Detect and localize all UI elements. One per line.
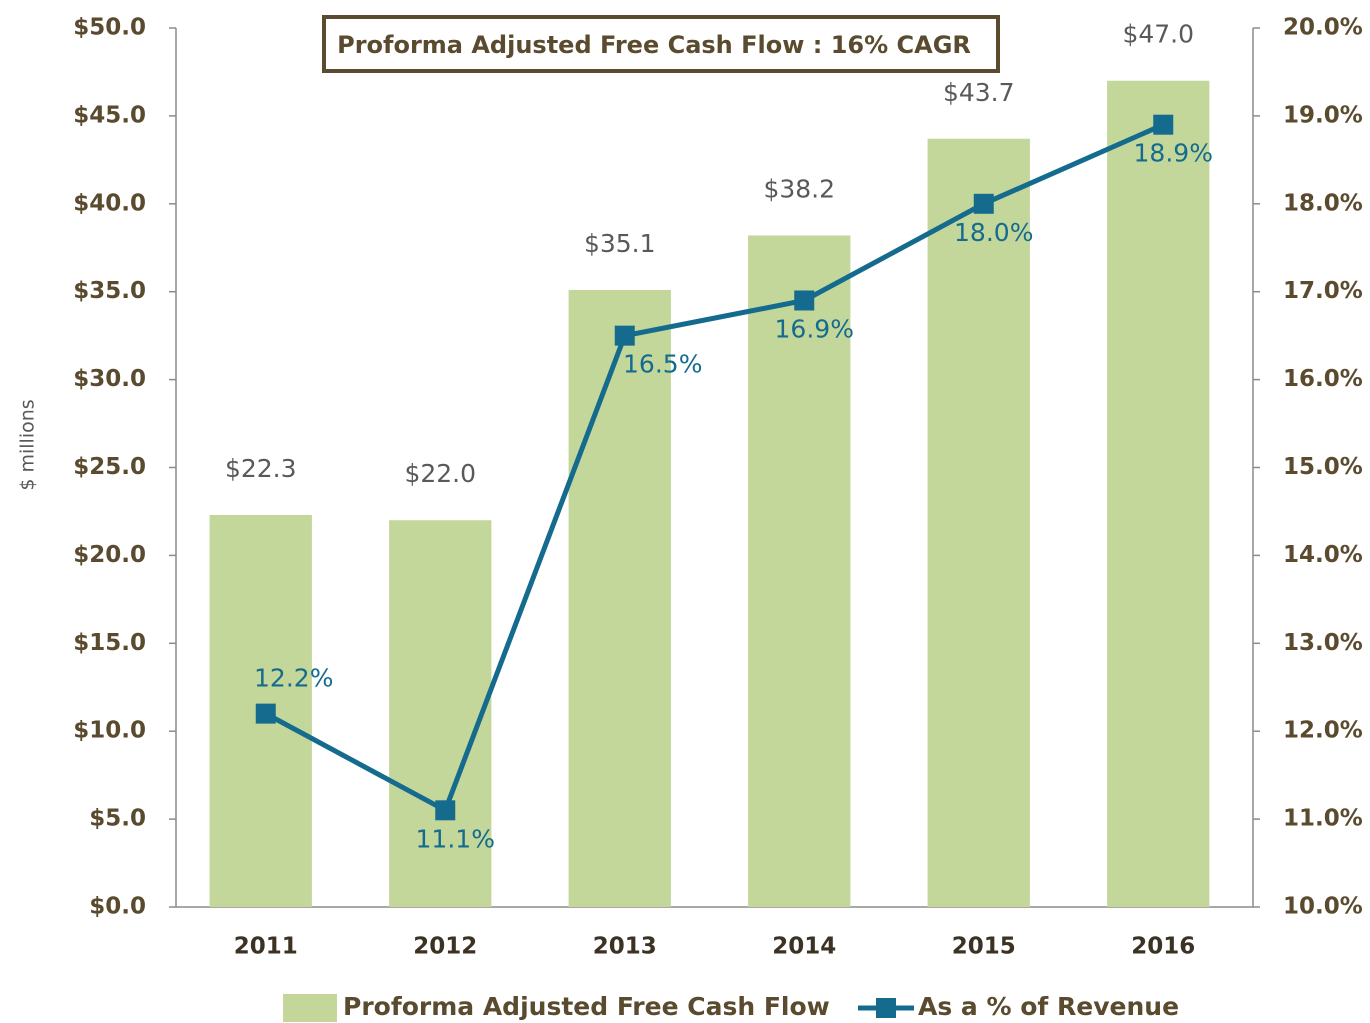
y2-tick-label: 12.0% bbox=[1283, 718, 1363, 744]
y-tick-label: $0.0 bbox=[89, 894, 146, 920]
line-marker bbox=[794, 290, 815, 311]
y-tick-label: $50.0 bbox=[73, 15, 146, 41]
x-tick-label: 2011 bbox=[234, 934, 298, 960]
line-marker bbox=[435, 800, 456, 821]
bar-value-label: $43.7 bbox=[943, 78, 1015, 107]
line-marker bbox=[614, 325, 635, 346]
line-value-label: 18.0% bbox=[954, 218, 1033, 247]
bar-value-label: $35.1 bbox=[584, 229, 656, 258]
y-axis-label: $ millions bbox=[17, 399, 39, 490]
bar-value-label: $38.2 bbox=[763, 174, 835, 203]
x-tick-label: 2015 bbox=[952, 934, 1016, 960]
line-marker bbox=[255, 703, 276, 724]
y2-tick-label: 11.0% bbox=[1283, 806, 1363, 832]
legend-swatch bbox=[283, 994, 337, 1022]
bar-value-label: $22.3 bbox=[225, 454, 297, 483]
y2-tick-label: 15.0% bbox=[1283, 454, 1363, 480]
y2-tick-label: 20.0% bbox=[1283, 15, 1363, 41]
y2-tick-label: 17.0% bbox=[1283, 278, 1363, 304]
y-tick-label: $5.0 bbox=[89, 806, 146, 832]
line-marker bbox=[1153, 114, 1174, 135]
y2-tick-label: 16.0% bbox=[1283, 366, 1363, 392]
y-tick-label: $10.0 bbox=[73, 718, 146, 744]
line-value-label: 12.2% bbox=[254, 664, 333, 693]
x-tick-label: 2013 bbox=[593, 934, 657, 960]
y-tick-label: $45.0 bbox=[73, 102, 146, 128]
y2-tick-label: 18.0% bbox=[1283, 190, 1363, 216]
bar bbox=[1107, 80, 1210, 908]
line-value-label: 18.9% bbox=[1134, 139, 1213, 168]
y-tick-label: $20.0 bbox=[73, 542, 146, 568]
legend-swatch bbox=[876, 998, 896, 1018]
y-tick-label: $25.0 bbox=[73, 454, 146, 480]
line-value-label: 11.1% bbox=[416, 824, 495, 853]
legend-label: As a % of Revenue bbox=[918, 992, 1179, 1021]
bar-value-label: $47.0 bbox=[1122, 20, 1194, 49]
y-tick-label: $15.0 bbox=[73, 630, 146, 656]
x-tick-label: 2016 bbox=[1131, 934, 1195, 960]
bar bbox=[748, 235, 851, 908]
y-tick-label: $30.0 bbox=[73, 366, 146, 392]
line-value-label: 16.5% bbox=[623, 350, 702, 379]
bar bbox=[568, 289, 671, 907]
y-tick-label: $40.0 bbox=[73, 190, 146, 216]
legend-label: Proforma Adjusted Free Cash Flow bbox=[343, 992, 830, 1021]
x-tick-label: 2014 bbox=[772, 934, 836, 960]
y2-tick-label: 14.0% bbox=[1283, 542, 1363, 568]
chart-title: Proforma Adjusted Free Cash Flow : 16% C… bbox=[337, 31, 971, 59]
y2-tick-label: 19.0% bbox=[1283, 102, 1363, 128]
line bbox=[264, 122, 1165, 814]
title-box bbox=[322, 15, 1000, 73]
x-tick-label: 2012 bbox=[413, 934, 477, 960]
line-marker bbox=[973, 193, 994, 214]
bar bbox=[927, 138, 1030, 907]
y-tick-label: $35.0 bbox=[73, 278, 146, 304]
y2-tick-label: 13.0% bbox=[1283, 630, 1363, 656]
bar bbox=[389, 520, 492, 907]
bar-value-label: $22.0 bbox=[404, 459, 476, 488]
line-value-label: 16.9% bbox=[775, 314, 854, 343]
y2-tick-label: 10.0% bbox=[1283, 894, 1363, 920]
